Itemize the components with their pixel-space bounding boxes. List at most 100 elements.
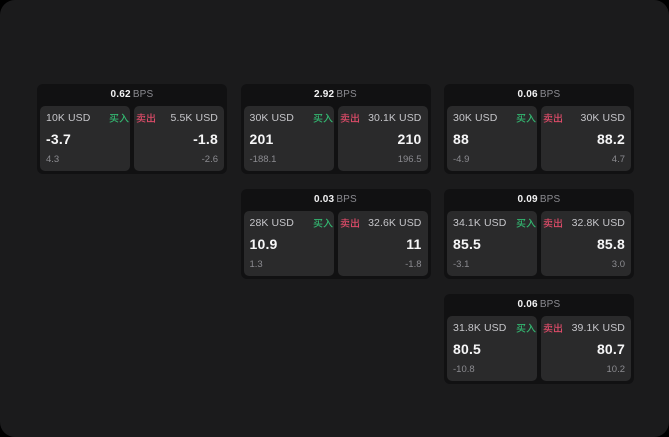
sell-delta: 3.0 <box>611 258 625 270</box>
bps-unit: BPS <box>539 298 561 310</box>
buy-panel[interactable]: 31.8K USD 80.5 -10.8 <box>447 315 537 381</box>
sell-price: 210 <box>397 130 422 147</box>
card-header: 0.09 BPS <box>447 189 631 211</box>
buy-label-glyph <box>516 218 536 228</box>
sell-side-label <box>340 217 360 228</box>
side-panels-row: 30K USD 88 -4.9 30K USD 88.2 4.7 <box>447 105 631 171</box>
sell-delta: 196.5 <box>397 153 422 165</box>
quote-card-2[interactable]: 0.06 BPS 30K USD 88 -4.9 30K USD 88.2 4.… <box>444 83 634 174</box>
buy-amount: 31.8K USD <box>453 321 507 334</box>
buy-amount: 34.1K USD <box>453 216 507 229</box>
quote-card-1[interactable]: 2.92 BPS 30K USD 201 -188.1 30.1K USD 21… <box>240 83 431 174</box>
bps-value: 0.62 <box>110 88 131 100</box>
sell-panel[interactable]: 5.5K USD -1.8 -2.6 <box>134 105 224 171</box>
panel-top-row: 10K USD <box>46 111 129 124</box>
sell-amount: 30.1K USD <box>368 111 422 124</box>
buy-delta: -4.9 <box>453 153 470 165</box>
buy-side-label <box>109 113 129 123</box>
quote-card-5[interactable]: 0.06 BPS 31.8K USD 80.5 -10.8 39.1K USD … <box>444 293 634 384</box>
sell-delta: 4.7 <box>611 153 625 165</box>
side-panels-row: 34.1K USD 85.5 -3.1 32.8K USD 85.8 3.0 <box>447 210 631 276</box>
buy-side-label <box>516 113 536 123</box>
buy-side-label <box>516 218 536 228</box>
sell-panel[interactable]: 39.1K USD 80.7 10.2 <box>541 315 631 381</box>
panel-top-row: 32.6K USD <box>340 216 422 229</box>
bps-value: 0.06 <box>517 88 538 100</box>
buy-panel[interactable]: 30K USD 88 -4.9 <box>447 105 537 171</box>
sell-panel[interactable]: 30.1K USD 210 196.5 <box>337 105 428 171</box>
panel-top-row: 31.8K USD <box>453 321 536 334</box>
sell-amount: 39.1K USD <box>571 321 625 334</box>
sell-amount: 5.5K USD <box>170 111 218 124</box>
sell-price: 88.2 <box>596 130 625 147</box>
bps-unit: BPS <box>132 88 154 100</box>
sell-delta: -2.6 <box>201 153 218 165</box>
buy-panel[interactable]: 28K USD 10.9 1.3 <box>243 210 334 276</box>
sell-label-glyph <box>543 112 563 123</box>
sell-price: 80.7 <box>596 340 625 357</box>
bps-value: 0.09 <box>517 193 538 205</box>
buy-label-glyph <box>312 218 333 228</box>
sell-price: 85.8 <box>596 235 625 252</box>
sell-side-label <box>340 112 360 123</box>
sell-side-label <box>543 217 563 228</box>
quote-card-3[interactable]: 0.03 BPS 28K USD 10.9 1.3 32.6K USD 11 -… <box>240 188 431 279</box>
sell-amount: 32.8K USD <box>571 216 625 229</box>
buy-label-glyph <box>516 323 536 333</box>
buy-price: 80.5 <box>453 340 482 357</box>
buy-price: 201 <box>249 130 274 147</box>
buy-label-glyph <box>312 113 333 123</box>
panel-top-row: 28K USD <box>249 216 333 229</box>
sell-side-label <box>543 112 563 123</box>
card-header: 0.06 BPS <box>447 294 631 316</box>
buy-delta: -188.1 <box>249 153 277 165</box>
panel-top-row: 39.1K USD <box>543 321 625 334</box>
sell-price: 11 <box>406 235 422 252</box>
bps-value: 2.92 <box>314 88 335 100</box>
sell-side-label <box>136 112 156 123</box>
bps-unit: BPS <box>336 193 357 205</box>
buy-label-glyph <box>516 113 536 123</box>
buy-delta: -3.1 <box>453 258 470 270</box>
buy-delta: 4.3 <box>46 153 60 165</box>
card-header: 2.92 BPS <box>244 84 428 106</box>
bps-unit: BPS <box>539 193 561 205</box>
buy-panel[interactable]: 34.1K USD 85.5 -3.1 <box>447 210 537 276</box>
buy-side-label <box>516 323 536 333</box>
sell-label-glyph <box>136 112 156 123</box>
quote-card-0[interactable]: 0.62 BPS 10K USD -3.7 4.3 5.5K USD -1.8 … <box>37 83 227 174</box>
sell-panel[interactable]: 30K USD 88.2 4.7 <box>541 105 631 171</box>
buy-amount: 30K USD <box>453 111 498 124</box>
panel-top-row: 5.5K USD <box>136 111 218 124</box>
card-header: 0.06 BPS <box>447 84 631 106</box>
buy-amount: 28K USD <box>249 216 294 229</box>
panel-top-row: 30.1K USD <box>340 111 422 124</box>
card-header: 0.62 BPS <box>40 84 224 106</box>
buy-price: 85.5 <box>453 235 482 252</box>
buy-side-label <box>312 113 333 123</box>
sell-label-glyph <box>340 112 359 123</box>
buy-amount: 30K USD <box>249 111 294 124</box>
sell-amount: 32.6K USD <box>368 216 422 229</box>
buy-panel[interactable]: 30K USD 201 -188.1 <box>243 105 334 171</box>
sell-panel[interactable]: 32.6K USD 11 -1.8 <box>337 210 428 276</box>
panel-top-row: 30K USD <box>453 111 536 124</box>
side-panels-row: 31.8K USD 80.5 -10.8 39.1K USD 80.7 10.2 <box>447 315 631 381</box>
bps-value: 0.06 <box>517 298 538 310</box>
sell-panel[interactable]: 32.8K USD 85.8 3.0 <box>541 210 631 276</box>
buy-amount: 10K USD <box>46 111 91 124</box>
buy-panel[interactable]: 10K USD -3.7 4.3 <box>40 105 130 171</box>
panel-top-row: 34.1K USD <box>453 216 536 229</box>
buy-delta: -10.8 <box>453 363 475 375</box>
sell-amount: 30K USD <box>580 111 625 124</box>
sell-delta: -1.8 <box>405 258 422 270</box>
side-panels-row: 10K USD -3.7 4.3 5.5K USD -1.8 -2.6 <box>40 105 224 171</box>
side-panels-row: 28K USD 10.9 1.3 32.6K USD 11 -1.8 <box>243 210 428 276</box>
sell-label-glyph <box>543 217 563 228</box>
buy-price: 10.9 <box>249 235 278 252</box>
bps-value: 0.03 <box>314 193 335 205</box>
buy-delta: 1.3 <box>249 258 263 270</box>
quote-card-4[interactable]: 0.09 BPS 34.1K USD 85.5 -3.1 32.8K USD 8… <box>444 188 634 279</box>
sell-delta: 10.2 <box>606 363 626 375</box>
